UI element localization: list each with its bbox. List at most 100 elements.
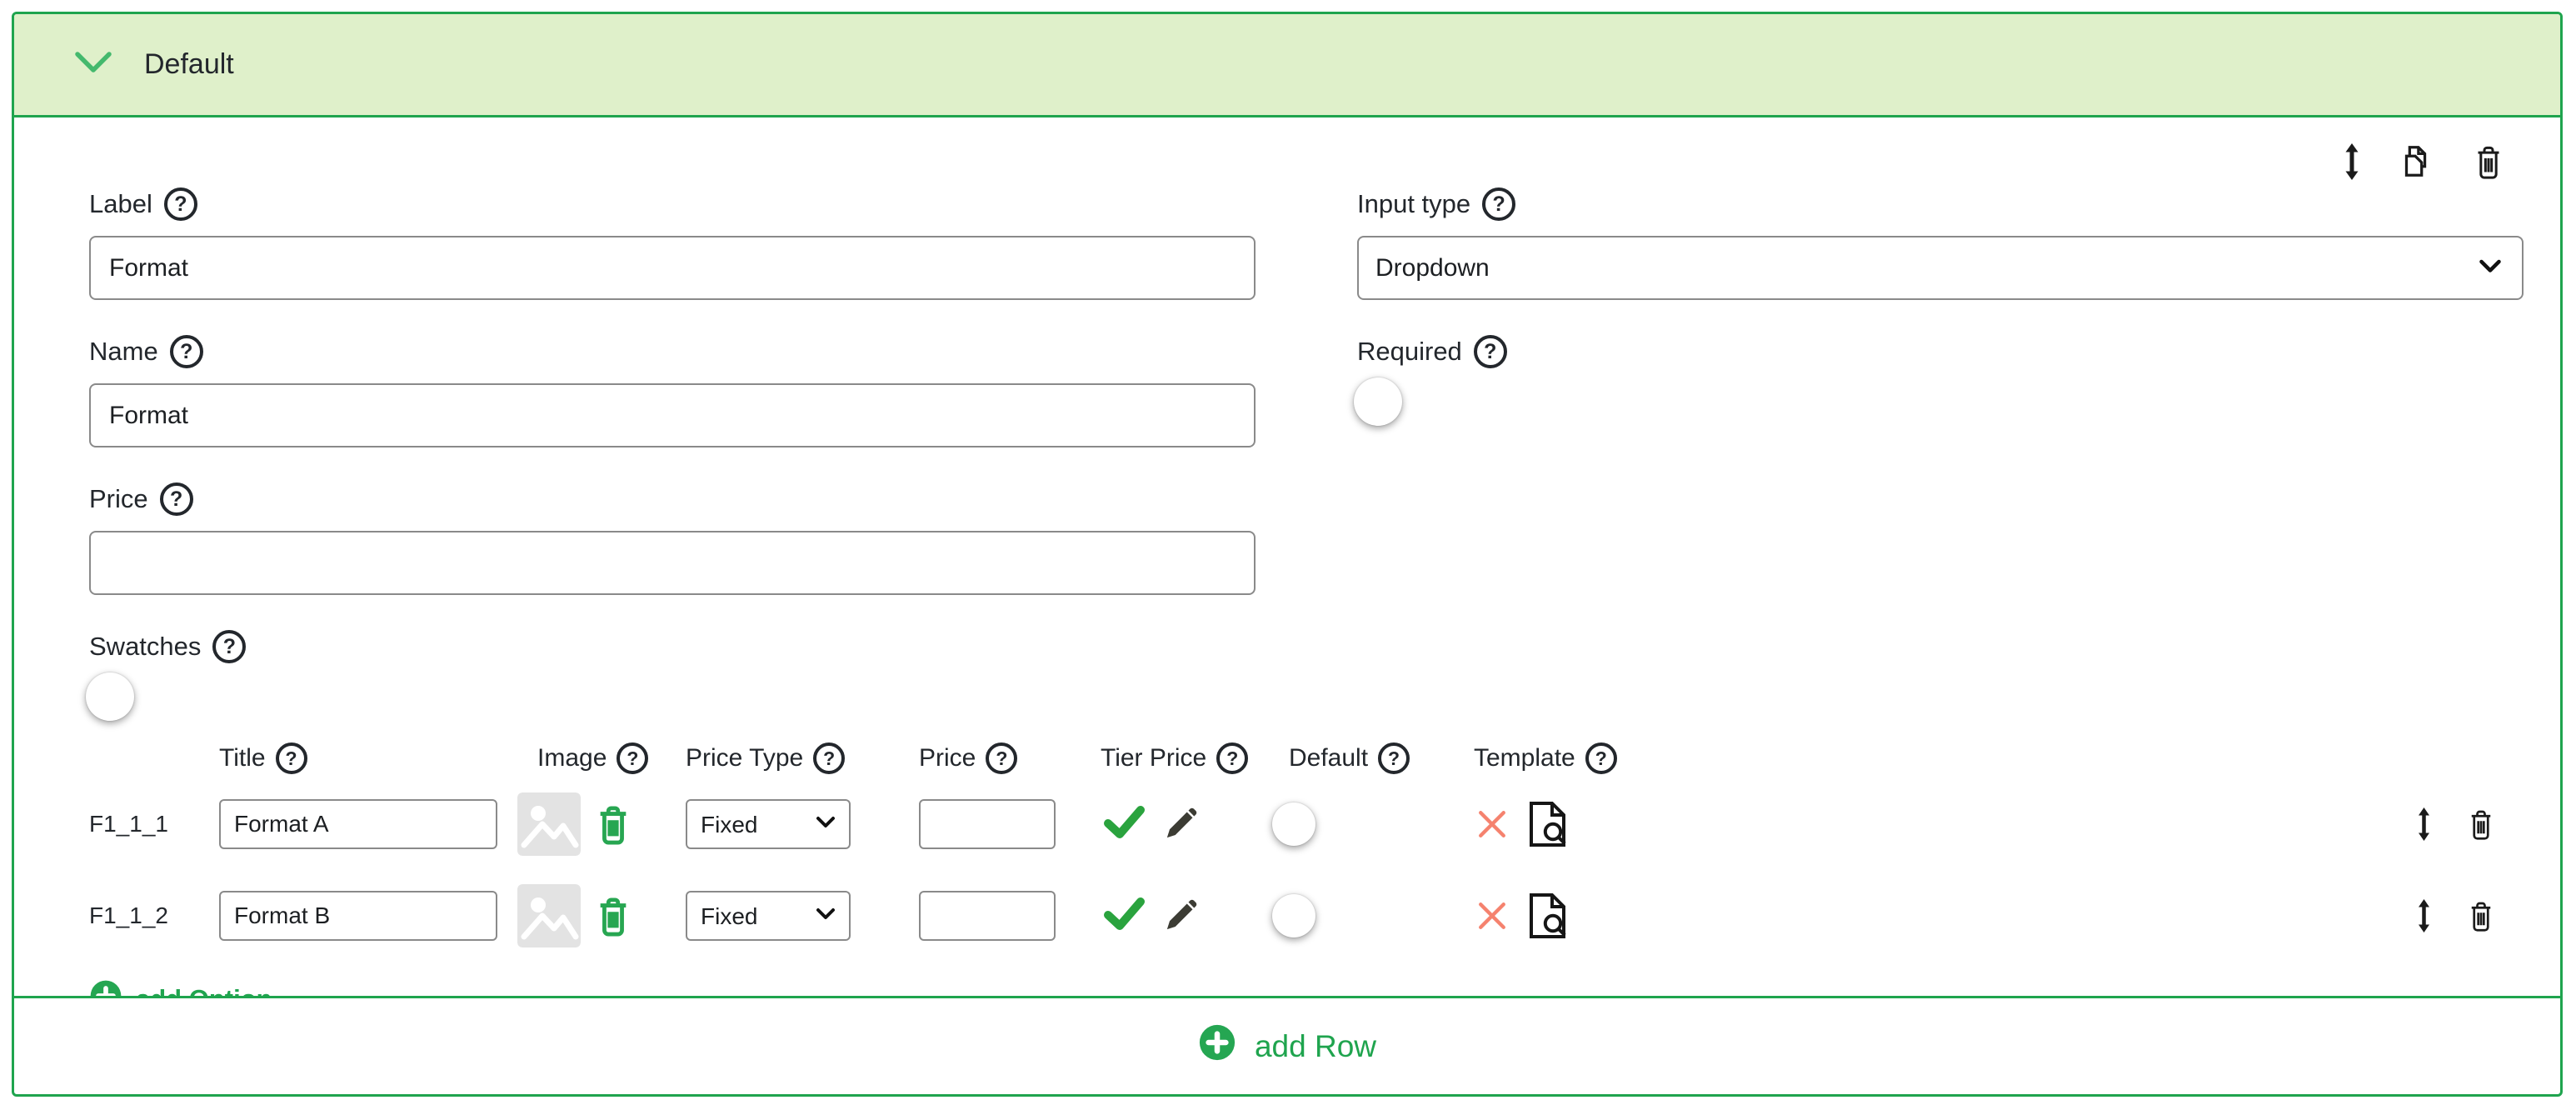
toggle-knob — [1272, 894, 1315, 938]
price-type-select[interactable]: Fixed — [686, 799, 851, 849]
input-type-select[interactable]: Dropdown — [1357, 236, 2524, 300]
required-field-label: Required ? — [1357, 333, 2524, 370]
swatches-field-label: Swatches ? — [89, 628, 1256, 665]
preview-template-icon[interactable] — [1525, 892, 1569, 939]
name-input[interactable] — [89, 383, 1256, 448]
price-type-select[interactable]: Fixed — [686, 891, 851, 941]
form-column-right: Input type ? Dropdown Required — [1354, 186, 2524, 719]
option-template-cell — [1474, 801, 1629, 848]
move-row-icon[interactable] — [2344, 143, 2360, 180]
option-image-cell — [517, 792, 686, 856]
input-type-field-label: Input type ? — [1357, 186, 2524, 222]
help-icon[interactable]: ? — [169, 335, 203, 368]
field-price: Price ? — [89, 481, 1256, 595]
option-id: F1_1_2 — [89, 902, 168, 928]
option-actions-cell — [2414, 808, 2524, 841]
help-icon[interactable]: ? — [275, 742, 307, 774]
help-icon[interactable]: ? — [986, 742, 1018, 774]
edit-tier-price-icon[interactable] — [1162, 898, 1199, 934]
option-row: F1_1_2 — [89, 884, 2524, 948]
col-header-price: Price ? — [919, 742, 1101, 774]
col-header-template: Template ? — [1474, 742, 1629, 774]
row-header[interactable]: Default — [14, 14, 2560, 118]
add-row-button[interactable]: add Row — [1198, 1023, 1376, 1069]
edit-tier-price-icon[interactable] — [1162, 806, 1199, 842]
move-option-icon[interactable] — [2417, 899, 2431, 932]
option-title-cell — [219, 799, 517, 849]
col-header-title: Title ? — [219, 742, 517, 774]
chevron-down-icon[interactable] — [74, 51, 112, 78]
option-tier-price-cell — [1101, 897, 1276, 936]
col-label: Default — [1289, 744, 1369, 772]
option-image-cell — [517, 884, 686, 948]
help-icon[interactable]: ? — [1473, 335, 1507, 368]
name-field-label: Name ? — [89, 333, 1256, 370]
swatches-toggle[interactable] — [86, 672, 162, 721]
option-price-cell — [919, 799, 1101, 849]
default-toggle[interactable] — [1272, 802, 1339, 846]
label-field-label: Label ? — [89, 186, 1256, 222]
image-placeholder-icon[interactable] — [517, 792, 581, 856]
option-price-input[interactable] — [919, 891, 1056, 941]
help-icon[interactable]: ? — [1482, 188, 1516, 221]
option-price-input[interactable] — [919, 799, 1056, 849]
preview-template-icon[interactable] — [1525, 801, 1569, 848]
col-label: Image — [537, 744, 607, 772]
col-label: Price — [919, 744, 976, 772]
delete-option-icon[interactable] — [2466, 808, 2496, 841]
label-input[interactable] — [89, 236, 1256, 300]
option-tier-price-cell — [1101, 805, 1276, 844]
help-icon[interactable]: ? — [1585, 742, 1617, 774]
delete-option-icon[interactable] — [2466, 899, 2496, 932]
add-option-button[interactable]: add Option — [89, 979, 272, 996]
option-title-input[interactable] — [219, 891, 497, 941]
option-template-cell — [1474, 892, 1629, 939]
option-title-input[interactable] — [219, 799, 497, 849]
add-row-label: add Row — [1254, 1028, 1377, 1063]
col-label: Template — [1474, 744, 1575, 772]
col-header-tier-price: Tier Price ? — [1101, 742, 1276, 774]
label-text: Price — [89, 484, 148, 513]
image-placeholder-icon[interactable] — [517, 884, 581, 948]
help-icon[interactable]: ? — [163, 188, 197, 221]
remove-template-icon[interactable] — [1474, 898, 1510, 934]
delete-image-icon[interactable] — [594, 895, 632, 937]
help-icon[interactable]: ? — [1216, 742, 1249, 774]
price-field-label: Price ? — [89, 481, 1256, 518]
price-input[interactable] — [89, 531, 1256, 595]
option-default-cell — [1272, 802, 1474, 846]
option-title-cell — [219, 891, 517, 941]
col-label: Price Type — [686, 744, 804, 772]
move-option-icon[interactable] — [2417, 808, 2431, 841]
add-option-label: add Option — [136, 984, 272, 996]
duplicate-row-icon[interactable] — [2397, 142, 2435, 181]
row-settings-form: Label ? Name ? Price ? — [86, 186, 2524, 721]
row-actions — [89, 118, 2524, 181]
help-icon[interactable]: ? — [159, 482, 193, 516]
col-header-price-type: Price Type ? — [686, 742, 919, 774]
default-toggle[interactable] — [1272, 894, 1339, 938]
option-id: F1_1_1 — [89, 811, 168, 837]
label-text: Label — [89, 189, 152, 218]
plus-circle-icon — [1198, 1023, 1236, 1069]
row-body: Label ? Name ? Price ? — [14, 118, 2560, 996]
option-price-type-cell: Fixed — [686, 891, 919, 941]
price-type-select-wrap: Fixed — [686, 891, 851, 941]
field-swatches: Swatches ? — [86, 628, 1256, 721]
help-icon[interactable]: ? — [1378, 742, 1410, 774]
input-type-select-wrap: Dropdown — [1357, 236, 2524, 300]
delete-image-icon[interactable] — [594, 803, 632, 845]
options-table: Title ? Image ? Price Type ? Price ? Tie… — [89, 742, 2524, 996]
field-label: Label ? — [89, 186, 1256, 300]
delete-row-icon[interactable] — [2472, 143, 2505, 180]
help-icon[interactable]: ? — [212, 630, 247, 663]
help-icon[interactable]: ? — [813, 742, 846, 774]
option-default-cell — [1272, 894, 1474, 938]
label-text: Input type — [1357, 189, 1471, 218]
help-icon[interactable]: ? — [617, 742, 649, 774]
row-title: Default — [144, 48, 234, 80]
remove-template-icon[interactable] — [1474, 806, 1510, 842]
toggle-knob — [1272, 802, 1315, 846]
price-type-select-wrap: Fixed — [686, 799, 851, 849]
required-toggle[interactable] — [1354, 378, 1430, 426]
